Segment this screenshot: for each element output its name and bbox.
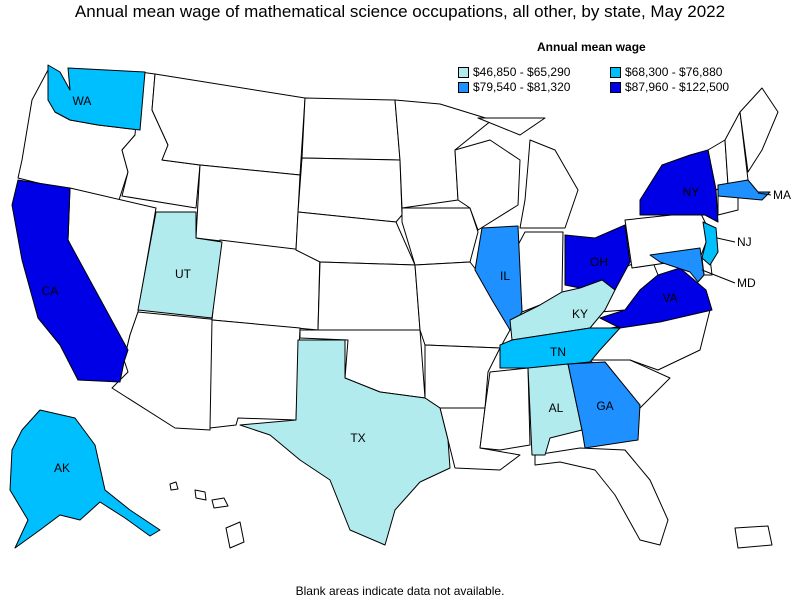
state-nj: [701, 221, 719, 266]
label-ak: AK: [54, 461, 70, 475]
legend-item-4: $87,960 - $122,500: [610, 80, 729, 94]
label-va: VA: [662, 291, 677, 305]
state-tn: [499, 327, 621, 369]
legend-label-2: $68,300 - $76,880: [625, 65, 723, 79]
state-wi: [454, 139, 521, 231]
state-wa: [47, 64, 146, 131]
legend-item-1: $46,850 - $65,290: [458, 65, 570, 79]
state-sd: [297, 157, 403, 223]
footnote: Blank areas indicate data not available.: [295, 584, 505, 598]
legend-swatch-3: [458, 81, 469, 93]
state-ny: [639, 149, 719, 223]
state-nm: [209, 319, 301, 429]
label-ma: MA: [773, 188, 791, 202]
legend-label-1: $46,850 - $65,290: [473, 65, 571, 79]
legend-label-4: $87,960 - $122,500: [625, 80, 730, 94]
legend-swatch-4: [610, 81, 621, 93]
label-il: IL: [500, 269, 510, 283]
label-oh: OH: [590, 255, 608, 269]
legend-title: Annual mean wage: [537, 40, 646, 54]
state-ma: [717, 179, 771, 201]
state-fl: [534, 447, 669, 546]
state-labels: WA CA UT TX IL OH KY TN AL GA VA NY MA N…: [42, 94, 791, 475]
label-ca: CA: [42, 284, 59, 298]
label-nj: NJ: [737, 235, 752, 249]
state-ks: [317, 261, 421, 331]
label-wa: WA: [73, 94, 92, 108]
label-ga: GA: [596, 399, 613, 413]
state-wy: [195, 164, 301, 251]
label-al: AL: [549, 401, 564, 415]
state-me: [739, 87, 779, 173]
state-tx: [239, 339, 451, 546]
label-tn: TN: [550, 345, 566, 359]
state-mt: [151, 73, 306, 176]
state-mi: [477, 117, 579, 229]
legend-item-2: $68,300 - $76,880: [610, 65, 722, 79]
label-ut: UT: [175, 267, 192, 281]
state-md: [649, 247, 705, 283]
state-hi: [169, 481, 245, 549]
state-pr: [734, 525, 773, 549]
label-md: MD: [737, 276, 756, 290]
label-tx: TX: [350, 431, 365, 445]
label-ny: NY: [683, 185, 700, 199]
state-ut: [137, 211, 223, 319]
callout-lines: [701, 192, 772, 284]
label-ky: KY: [572, 307, 588, 321]
map-title: Annual mean wage of mathematical science…: [74, 2, 726, 21]
state-ca: [11, 179, 129, 383]
state-ia: [401, 207, 479, 266]
state-ga: [567, 361, 641, 449]
state-va: [599, 267, 713, 329]
state-nd: [301, 97, 401, 161]
legend-swatch-2: [610, 66, 621, 78]
legend-label-3: $79,540 - $81,320: [473, 80, 571, 94]
legend-swatch-1: [458, 66, 469, 78]
state-ak: [9, 409, 161, 549]
legend-item-3: $79,540 - $81,320: [458, 80, 570, 94]
state-il: [474, 225, 523, 331]
